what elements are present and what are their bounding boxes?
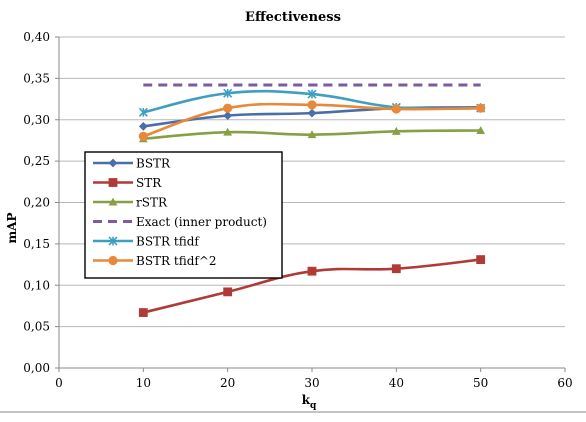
- series-str: [138, 255, 486, 317]
- y-tick-label: 0,35: [23, 71, 50, 85]
- x-tick-label: 50: [473, 376, 488, 390]
- x-tick-label: 10: [136, 376, 151, 390]
- data-point: [223, 127, 233, 136]
- legend-label: BSTR tfidf: [136, 235, 200, 249]
- data-point: [307, 108, 317, 118]
- y-tick-label: 0,20: [23, 196, 50, 210]
- y-axis-label: mAP: [5, 212, 19, 243]
- data-point: [223, 287, 233, 297]
- legend: BSTR STR rSTR Exact (inner product) BSTR tfi…: [84, 151, 283, 279]
- series: [138, 83, 486, 317]
- legend-marker: [108, 197, 118, 206]
- data-point: [476, 255, 486, 264]
- legend-marker: [108, 236, 118, 246]
- x-tick-label: 40: [389, 376, 404, 390]
- legend-item: BSTR: [93, 157, 171, 171]
- legend-marker: [108, 158, 118, 168]
- x-tick-label: 20: [220, 376, 235, 390]
- data-point: [307, 266, 317, 276]
- x-tick-label: 30: [304, 376, 319, 390]
- legend-marker: [108, 178, 118, 187]
- data-point: [476, 126, 486, 135]
- y-tick-label: 0,25: [23, 154, 50, 168]
- legend-label: BSTR: [136, 157, 171, 171]
- y-tick-label: 0,40: [23, 30, 50, 44]
- y-tick-label: 0,30: [23, 113, 50, 127]
- data-point: [391, 126, 401, 135]
- x-axis-label-subscript: q: [310, 401, 317, 411]
- legend-marker: [108, 255, 118, 266]
- data-point: [138, 121, 148, 131]
- data-point: [476, 103, 486, 113]
- y-tick-label: 0,00: [23, 361, 50, 375]
- y-tick-labels: 0,00 0,05 0,10 0,15 0,20 0,25 0,30 0,35 0,40: [23, 30, 50, 375]
- data-point: [138, 131, 148, 141]
- x-tick-label: 60: [557, 376, 572, 390]
- y-tick-label: 0,10: [23, 278, 50, 292]
- legend-item: Exact (inner product): [93, 215, 267, 229]
- data-point: [307, 89, 317, 99]
- data-point: [223, 88, 233, 98]
- legend-label: rSTR: [136, 196, 168, 210]
- data-point: [138, 107, 148, 117]
- series-rstr: [138, 126, 486, 143]
- data-point: [307, 130, 317, 139]
- series-bstr-tfidf-2: [138, 100, 486, 141]
- x-axis-label-main: k: [302, 393, 311, 407]
- y-tick-label: 0,05: [23, 320, 50, 334]
- legend-item: BSTR tfidf^2: [93, 254, 217, 268]
- data-point: [391, 104, 401, 114]
- data-point: [223, 103, 233, 113]
- legend-item: rSTR: [93, 196, 168, 210]
- chart-title: Effectiveness: [245, 10, 341, 25]
- data-point: [391, 264, 401, 274]
- legend-item: STR: [93, 176, 162, 190]
- x-tick-labels: 0 10 20 30 40 50 60: [55, 376, 572, 390]
- x-tick-label: 0: [55, 376, 63, 390]
- legend-box: [84, 151, 283, 279]
- axes: [55, 36, 566, 372]
- legend-label: BSTR tfidf^2: [136, 254, 217, 268]
- legend-label: STR: [136, 176, 162, 190]
- y-tick-label: 0,15: [23, 237, 50, 251]
- legend-item: BSTR tfidf: [93, 235, 200, 249]
- legend-label: Exact (inner product): [136, 215, 267, 229]
- data-point: [307, 100, 317, 110]
- data-point: [223, 111, 233, 121]
- x-axis-label: kq: [302, 393, 317, 411]
- data-point: [138, 308, 148, 317]
